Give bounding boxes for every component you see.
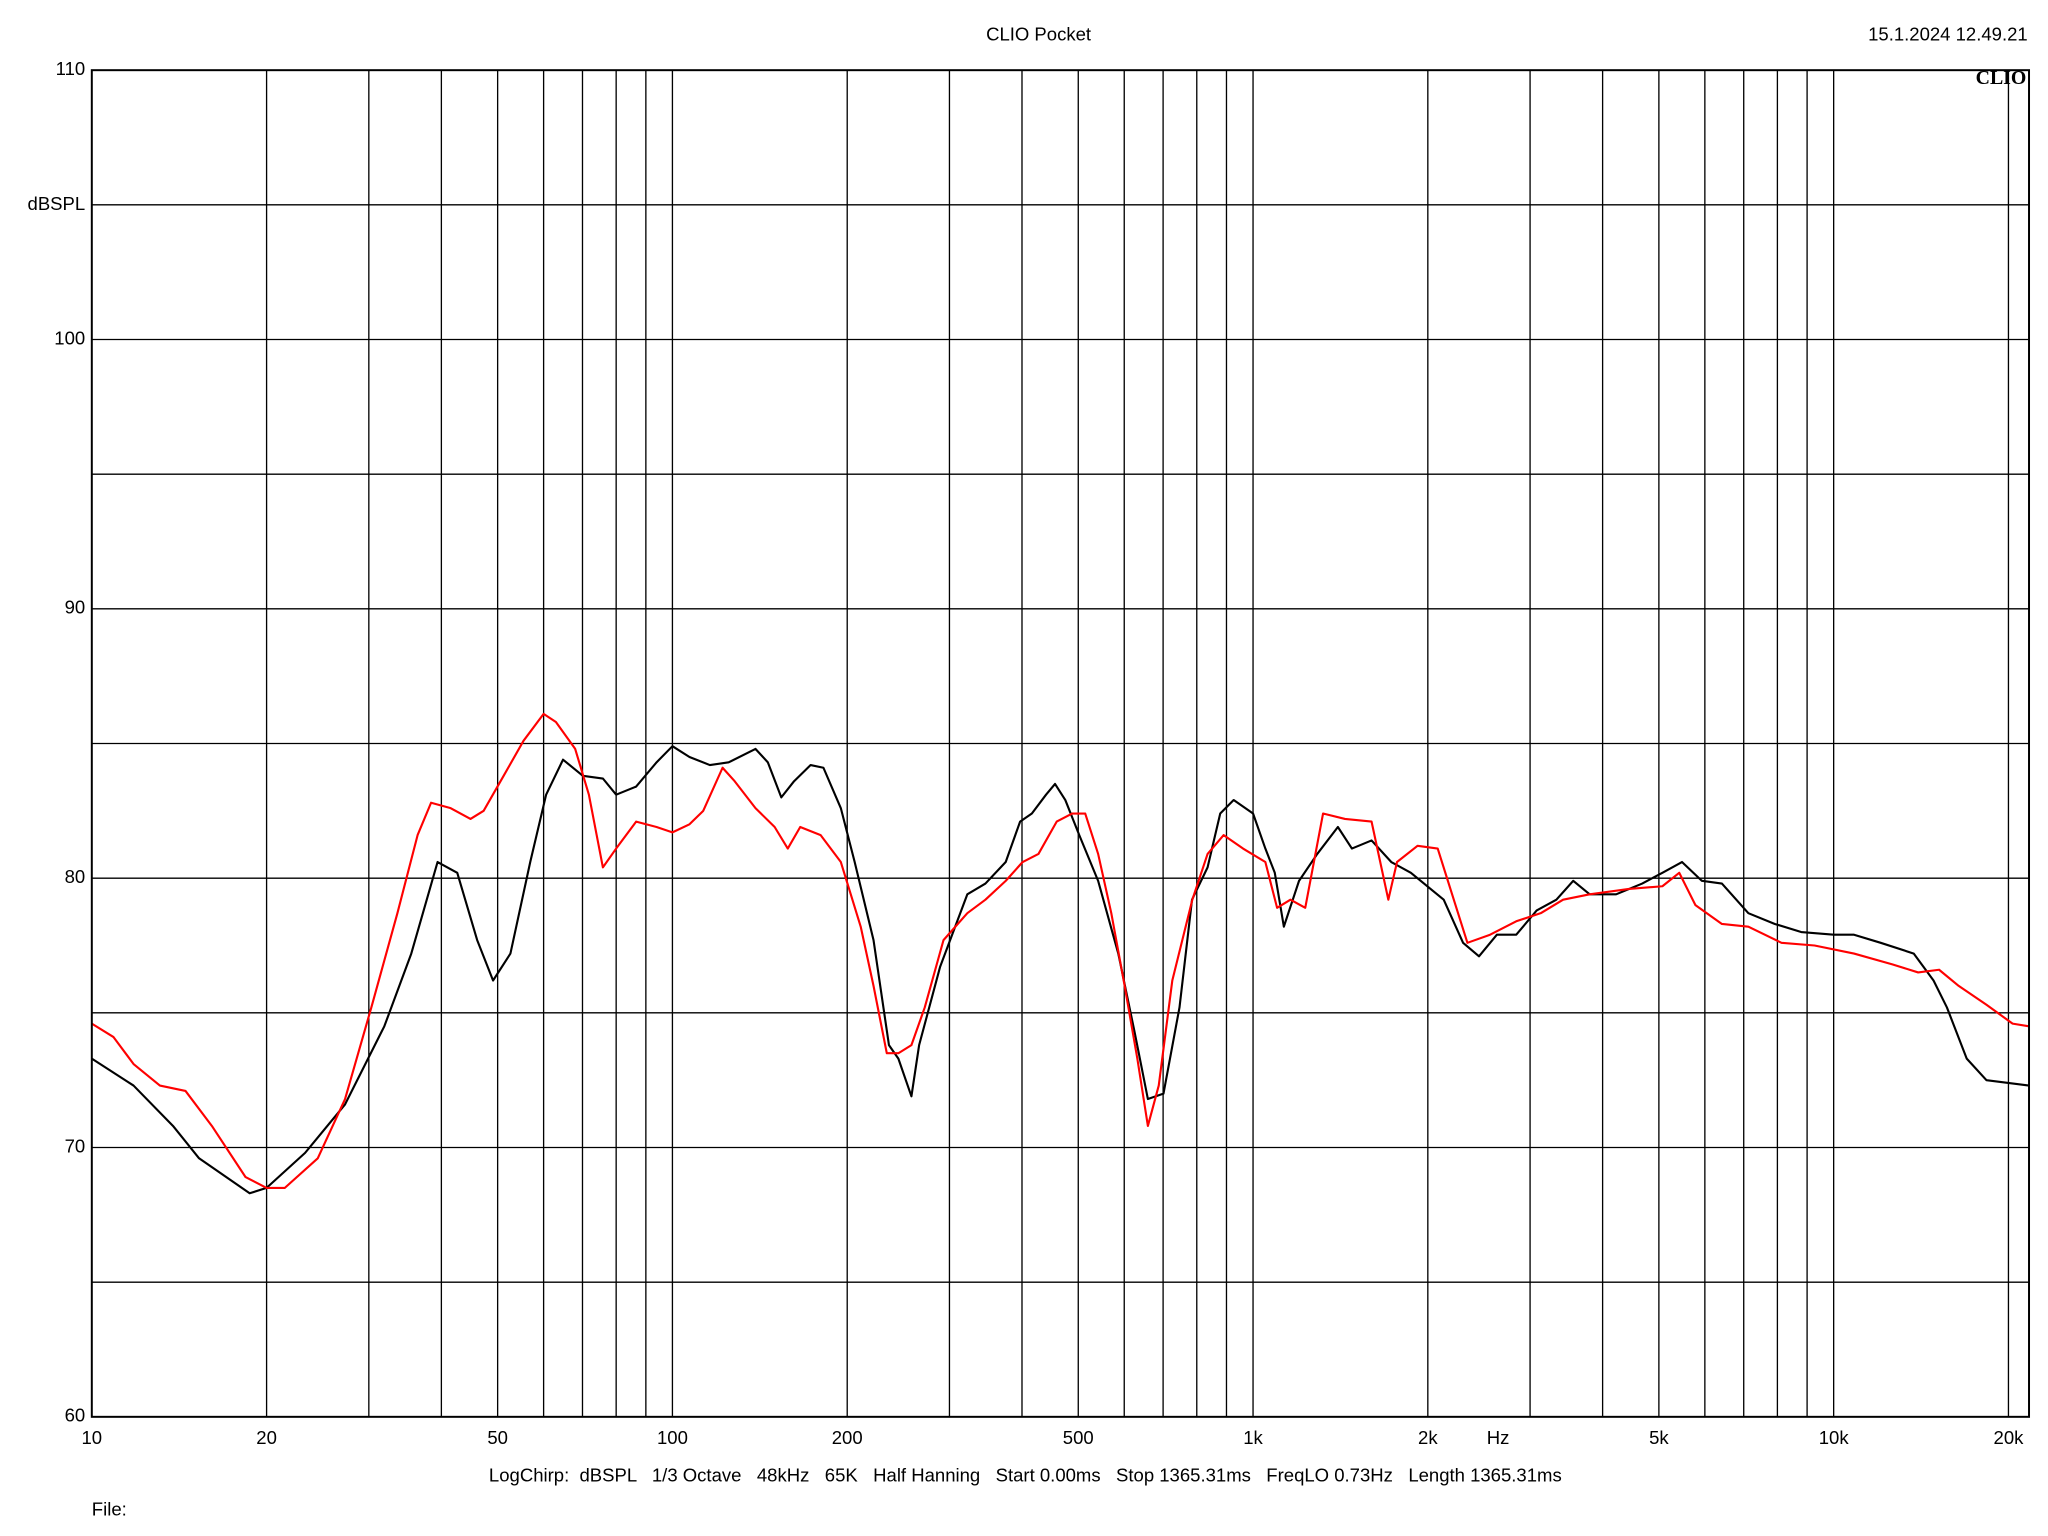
x-tick-label: 1k xyxy=(1243,1427,1263,1448)
x-tick-label: 10 xyxy=(82,1427,103,1448)
y-tick-label: 70 xyxy=(65,1135,86,1156)
x-tick-label: 10k xyxy=(1819,1427,1850,1448)
x-tick-label: 5k xyxy=(1649,1427,1669,1448)
timestamp: 15.1.2024 12.49.21 xyxy=(1868,24,2028,45)
plot-frame xyxy=(90,69,2031,1418)
traces xyxy=(91,712,2030,1195)
measurement-settings: LogChirp: dBSPL 1/3 Octave 48kHz 65K Hal… xyxy=(489,1464,1562,1485)
x-tick-label: 20k xyxy=(1994,1427,2025,1448)
x-axis-label: Hz xyxy=(1487,1427,1510,1448)
x-tick-label: 100 xyxy=(657,1427,688,1448)
y-axis-label: dBSPL xyxy=(28,193,86,214)
x-tick-label: 2k xyxy=(1418,1427,1438,1448)
x-tick-label: 50 xyxy=(487,1427,508,1448)
trace-line xyxy=(91,745,2030,1195)
chart-title: CLIO Pocket xyxy=(986,24,1092,45)
y-tick-label: 100 xyxy=(54,327,85,348)
file-label: File: xyxy=(92,1499,127,1520)
brand-logo: CLIO xyxy=(1976,67,2027,89)
x-tick-label: 200 xyxy=(832,1427,863,1448)
x-tick-label: 500 xyxy=(1063,1427,1094,1448)
y-tick-label: 60 xyxy=(65,1405,86,1426)
trace-line xyxy=(91,712,2030,1189)
y-tick-label: 110 xyxy=(56,58,86,79)
y-tick-label: 80 xyxy=(65,866,86,887)
y-tick-label: 90 xyxy=(65,597,86,618)
x-tick-label: 20 xyxy=(256,1427,277,1448)
